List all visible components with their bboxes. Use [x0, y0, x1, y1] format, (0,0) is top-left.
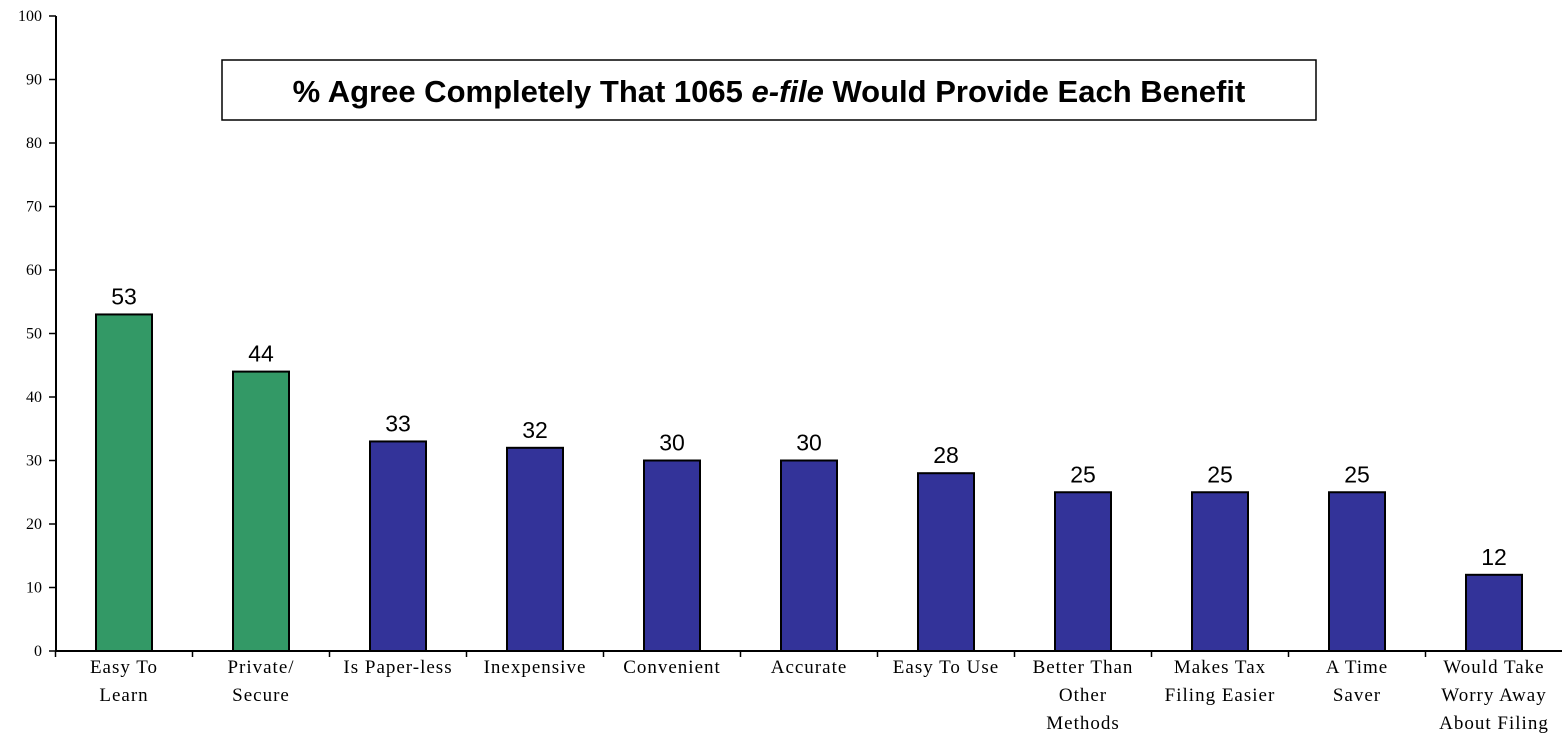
category-label-line: Private/: [227, 657, 294, 678]
y-tick-label: 70: [26, 199, 42, 216]
data-label: 44: [248, 341, 274, 367]
category-label-line: A Time: [1326, 657, 1389, 678]
category-label: Inexpensive: [484, 657, 587, 678]
category-label-line: Worry Away: [1441, 685, 1546, 706]
category-label: Easy To Learn: [90, 657, 158, 706]
category-label: Easy To Use: [893, 657, 999, 678]
category-label-line: Convenient: [623, 657, 721, 678]
y-tick-label: 40: [26, 389, 42, 406]
category-label-line: Is Paper-less: [343, 657, 452, 678]
chart-title: % Agree Completely That 1065 e-file Woul…: [293, 74, 1246, 109]
y-tick-label: 0: [34, 643, 42, 660]
data-label: 30: [659, 430, 685, 456]
category-label-line: Methods: [1046, 713, 1120, 733]
category-label-line: About Filing: [1439, 713, 1549, 733]
category-label-line: Makes Tax: [1174, 657, 1266, 678]
data-label: 30: [796, 430, 822, 456]
category-label-line: Easy To: [90, 657, 158, 678]
data-label: 12: [1481, 544, 1507, 570]
category-label: Private/Secure: [227, 657, 294, 706]
bar: [95, 313, 153, 652]
bar: [917, 472, 975, 653]
category-label: Is Paper-less: [343, 657, 452, 678]
category-label: Better Than Other Methods: [1033, 657, 1134, 733]
x-axis: Easy To Learn Private/Secure Is Paper-less I…: [54, 650, 1562, 733]
bars: 53 44 33 32 30 30 28 25 25 25 12: [95, 283, 1523, 653]
category-label: Accurate: [771, 657, 848, 678]
category-label-line: Other: [1059, 685, 1107, 706]
y-tick-label: 10: [26, 580, 42, 597]
category-label-line: Secure: [232, 685, 290, 706]
category-label-line: Saver: [1333, 685, 1381, 706]
bar: [1465, 573, 1523, 652]
category-label-line: Easy To Use: [893, 657, 999, 678]
data-label: 32: [522, 417, 548, 443]
data-label: 53: [111, 283, 137, 309]
category-label-line: Filing Easier: [1165, 685, 1276, 706]
y-tick-label: 20: [26, 516, 42, 533]
category-label: Convenient: [623, 657, 721, 678]
data-label: 33: [385, 410, 411, 436]
y-tick-label: 90: [26, 72, 42, 89]
bar: [369, 440, 427, 653]
category-label-line: Would Take: [1443, 657, 1544, 678]
y-tick-label: 60: [26, 262, 42, 279]
category-label-line: Inexpensive: [484, 657, 587, 678]
category-label: Makes Tax Filing Easier: [1165, 657, 1276, 706]
bar: [1054, 491, 1112, 652]
data-label: 28: [933, 442, 959, 468]
bar: [1328, 491, 1386, 652]
data-label: 25: [1344, 461, 1370, 487]
y-tick-label: 50: [26, 326, 42, 343]
category-label-line: Learn: [99, 685, 148, 706]
category-label-line: Accurate: [771, 657, 848, 678]
chart-title-prefix: % Agree Completely That 1065: [293, 74, 752, 109]
data-label: 25: [1070, 461, 1096, 487]
y-tick-label: 30: [26, 453, 42, 470]
bar: [232, 370, 290, 652]
chart-title-box: % Agree Completely That 1065 e-file Woul…: [221, 59, 1317, 121]
data-label: 25: [1207, 461, 1233, 487]
chart-title-suffix: Would Provide Each Benefit: [824, 74, 1245, 109]
category-label: Would Take Worry Away About Filing: [1439, 657, 1549, 733]
bar: [1191, 491, 1249, 652]
category-label: A Time Saver: [1326, 657, 1389, 706]
bar: [643, 459, 701, 652]
y-axis: 0 10 20 30 40 50 60 70 80 90 100: [18, 8, 57, 660]
y-tick-label: 80: [26, 135, 42, 152]
bar: [780, 459, 838, 652]
y-tick-label: 100: [18, 8, 42, 25]
bar: [506, 446, 564, 652]
chart-title-frame: [221, 59, 1317, 121]
category-label-line: Better Than: [1033, 657, 1134, 678]
chart-title-emphasis: e-file: [752, 74, 824, 109]
